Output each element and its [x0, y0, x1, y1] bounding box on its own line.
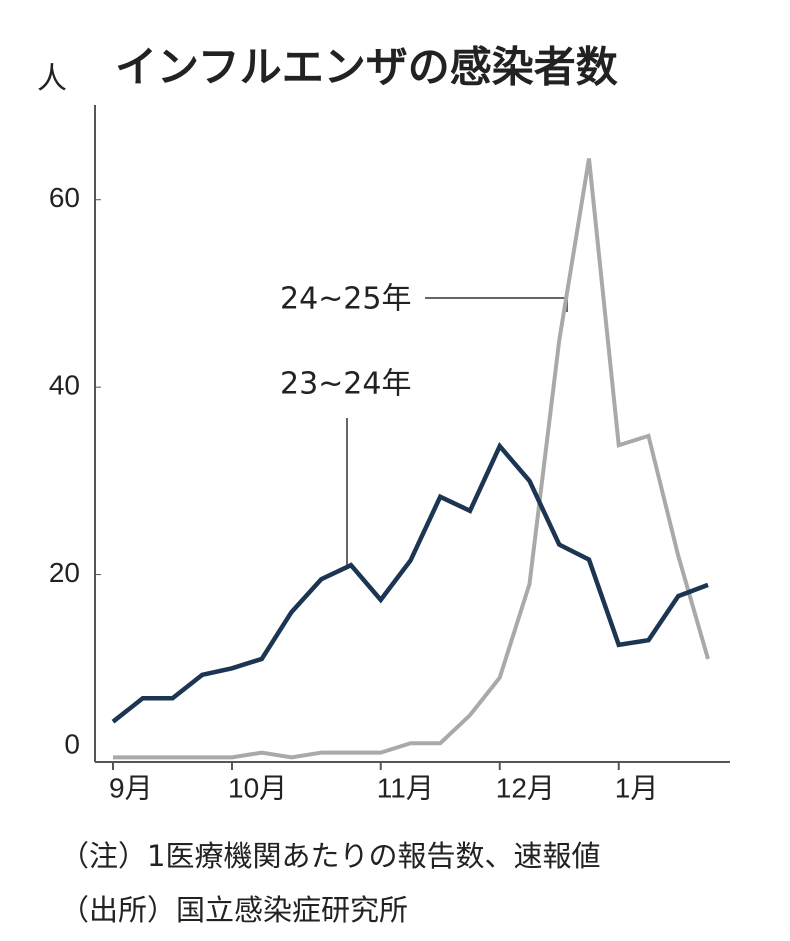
chart-title: インフルエンザの感染者数: [115, 43, 618, 92]
series-label: 24~25年: [280, 282, 411, 317]
x-tick-label: 1月: [615, 772, 659, 803]
y-tick-label: 40: [49, 370, 80, 401]
x-tick-label: 10月: [228, 772, 287, 803]
y-tick-label: 60: [49, 182, 80, 213]
y-tick-label: 0: [64, 728, 80, 759]
series-line: [113, 158, 710, 760]
x-tick-label: 12月: [496, 772, 555, 803]
series-line: [111, 442, 709, 724]
note: （注）1医療機関あたりの報告数、速報値: [60, 839, 600, 873]
series-label: 23~24年: [280, 367, 411, 402]
x-tick-label: 9月: [109, 772, 153, 803]
y-axis-unit: 人: [37, 62, 67, 97]
y-tick-label: 20: [49, 557, 80, 588]
source: （出所）国立感染症研究所: [60, 893, 408, 927]
x-tick-label: 11月: [377, 772, 434, 803]
